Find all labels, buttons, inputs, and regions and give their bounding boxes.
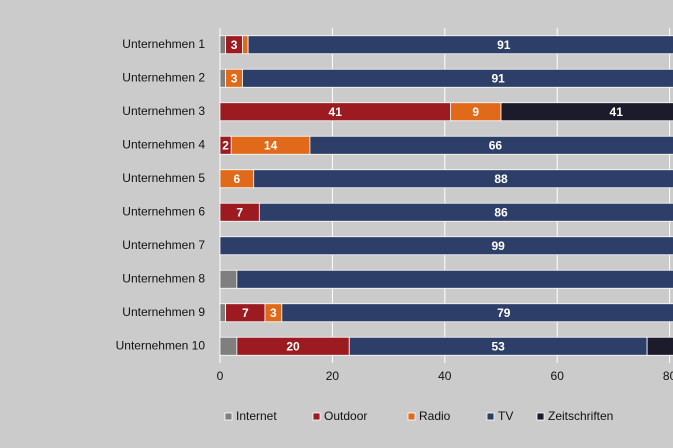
y-tick-label: Unternehmen 3 <box>122 104 205 118</box>
y-tick-label: Unternehmen 2 <box>122 70 205 84</box>
data-label: 91 <box>497 38 511 52</box>
x-tick-label: 60 <box>551 369 565 383</box>
bar-segment <box>646 336 673 356</box>
bar-segment <box>281 303 673 323</box>
y-tick-label: Unternehmen 4 <box>122 137 205 151</box>
data-label: 6 <box>234 172 241 186</box>
bar-segment <box>219 336 238 356</box>
y-tick-label: Unternehmen 10 <box>116 338 206 352</box>
data-label: 41 <box>610 105 624 119</box>
legend-label: Internet <box>236 409 277 423</box>
x-tick-label: 40 <box>438 369 452 383</box>
data-label: 20 <box>286 339 300 353</box>
y-tick-label: Unternehmen 6 <box>122 204 205 218</box>
bar-segment <box>219 269 238 289</box>
data-label: 7 <box>242 306 249 320</box>
legend-label: TV <box>498 409 513 423</box>
data-label: 91 <box>492 71 506 85</box>
bar-segment <box>219 236 673 256</box>
legend-swatch <box>486 412 495 421</box>
data-label: 3 <box>270 306 277 320</box>
data-label: 14 <box>264 138 278 152</box>
legend-label: Outdoor <box>324 409 367 423</box>
legend-swatch <box>536 412 545 421</box>
data-label: 9 <box>472 105 479 119</box>
bar-segment <box>219 303 227 323</box>
data-label: 86 <box>494 205 508 219</box>
data-label: 3 <box>231 38 238 52</box>
y-tick-label: Unternehmen 8 <box>122 271 205 285</box>
data-label: 99 <box>492 239 506 253</box>
y-tick-label: Unternehmen 7 <box>122 238 205 252</box>
data-label: 41 <box>329 105 343 119</box>
y-tick-label: Unternehmen 5 <box>122 171 205 185</box>
y-tick-label: Unternehmen 9 <box>122 305 205 319</box>
x-tick-label: 80 <box>663 369 673 383</box>
data-label: 79 <box>497 306 511 320</box>
bar-segment <box>253 169 673 189</box>
legend-swatch <box>224 412 233 421</box>
bar-segment <box>242 68 673 88</box>
data-label: 88 <box>494 172 508 186</box>
data-label: 53 <box>492 339 506 353</box>
data-label: 66 <box>489 138 503 152</box>
data-label: 2 <box>222 138 229 152</box>
legend-swatch <box>407 412 416 421</box>
data-label: 7 <box>236 205 243 219</box>
y-tick-label: Unternehmen 1 <box>122 37 205 51</box>
bar-segment <box>219 68 227 88</box>
x-tick-label: 0 <box>217 369 224 383</box>
bar-segment <box>500 102 673 122</box>
bar-segment <box>219 35 227 55</box>
bar-segment <box>258 202 673 222</box>
legend-label: Radio <box>419 409 451 423</box>
x-tick-label: 20 <box>326 369 340 383</box>
bar-segment <box>247 35 673 55</box>
legend-swatch <box>312 412 321 421</box>
bar-segment <box>236 269 673 289</box>
bar-segment <box>242 35 249 55</box>
data-label: 3 <box>231 71 238 85</box>
legend-label: Zeitschriften <box>548 409 613 423</box>
bar-segment <box>309 135 673 155</box>
